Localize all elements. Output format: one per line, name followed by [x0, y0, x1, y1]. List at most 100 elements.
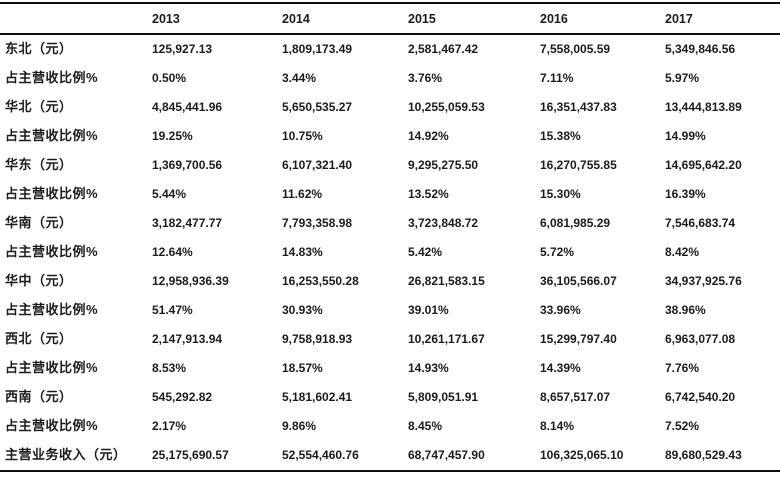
cell-value: 34,937,925.76	[665, 274, 742, 288]
cell-value: 1,369,700.56	[152, 158, 223, 172]
cell-value: 5,650,535.27	[282, 100, 353, 114]
cell-value: 30.93%	[282, 303, 323, 317]
cell-value: 5.44%	[152, 187, 187, 201]
cell-value: 18.57%	[282, 361, 323, 375]
cell-value: 36,105,566.07	[540, 274, 617, 288]
cell-value: 15.38%	[540, 129, 581, 143]
table-row: 华南（元） 3,182,477.77 7,793,358.98 3,723,848.7…	[0, 209, 780, 238]
cell-value: 12,958,936.39	[152, 274, 229, 288]
cell-value: 0.50%	[152, 71, 187, 85]
table-row: 东北（元） 125,927.13 1,809,173.49 2,581,467.42 7…	[0, 34, 780, 64]
row-label: 占主营收比例%	[5, 70, 99, 85]
table-body: 东北（元） 125,927.13 1,809,173.49 2,581,467.42 7…	[0, 34, 780, 472]
cell-value: 5.72%	[540, 245, 575, 259]
row-label: 占主营收比例%	[5, 244, 99, 259]
table-header: 2013 2014 2015 2016 2017	[0, 3, 780, 35]
cell-value: 5.42%	[408, 245, 443, 259]
cell-value: 16.39%	[665, 187, 706, 201]
cell-value: 5,809,051.91	[408, 390, 479, 404]
cell-value: 7.52%	[665, 419, 700, 433]
cell-value: 4,845,441.96	[152, 100, 223, 114]
cell-value: 16,351,437.83	[540, 100, 617, 114]
table-row: 占主营收比例% 0.50% 3.44% 3.76% 7.11% 5.97%	[0, 64, 780, 93]
cell-value: 52,554,460.76	[280, 441, 406, 472]
cell-value: 5,181,602.41	[282, 390, 353, 404]
cell-value: 5,349,846.56	[665, 42, 736, 56]
cell-value: 7,546,683.74	[665, 216, 736, 230]
cell-value: 14.83%	[282, 245, 323, 259]
cell-value: 11.62%	[282, 187, 323, 201]
cell-value: 6,107,321.40	[282, 158, 353, 172]
cell-value: 9.86%	[282, 419, 317, 433]
cell-value: 6,963,077.08	[665, 332, 736, 346]
row-label: 华中（元）	[5, 273, 73, 288]
cell-value: 39.01%	[408, 303, 449, 317]
cell-value: 2,147,913.94	[152, 332, 223, 346]
cell-value: 3,723,848.72	[408, 216, 479, 230]
cell-value: 7.76%	[665, 361, 700, 375]
cell-value: 106,325,065.10	[538, 441, 663, 472]
cell-value: 16,253,550.28	[282, 274, 359, 288]
cell-value: 8.42%	[665, 245, 700, 259]
cell-value: 10.75%	[282, 129, 323, 143]
cell-value: 19.25%	[152, 129, 193, 143]
row-label: 华南（元）	[5, 215, 73, 230]
cell-value: 7.11%	[540, 71, 574, 85]
header-row: 2013 2014 2015 2016 2017	[0, 3, 780, 35]
cell-value: 545,292.82	[152, 390, 213, 404]
cell-value: 13.52%	[408, 187, 449, 201]
cell-value: 8.45%	[408, 419, 443, 433]
cell-value: 1,809,173.49	[282, 42, 353, 56]
cell-value: 15.30%	[540, 187, 581, 201]
row-label: 占主营收比例%	[5, 186, 99, 201]
table-row: 占主营收比例% 8.53% 18.57% 14.93% 14.39% 7.76%	[0, 354, 780, 383]
cell-value: 9,758,918.93	[282, 332, 353, 346]
header-cell-year: 2016	[538, 3, 663, 35]
row-label: 华东（元）	[5, 157, 73, 172]
row-label: 占主营收比例%	[5, 418, 99, 433]
row-label: 占主营收比例%	[5, 128, 99, 143]
table-row: 主营业务收入（元） 25,175,690.57 52,554,460.76 68,74…	[0, 441, 780, 472]
header-cell-year: 2013	[150, 3, 280, 35]
cell-value: 7,793,358.98	[282, 216, 353, 230]
cell-value: 5.97%	[665, 71, 700, 85]
cell-value: 16,270,755.85	[540, 158, 617, 172]
table-row: 占主营收比例% 12.64% 14.83% 5.42% 5.72% 8.42%	[0, 238, 780, 267]
cell-value: 3.44%	[282, 71, 317, 85]
cell-value: 26,821,583.15	[408, 274, 485, 288]
cell-value: 33.96%	[540, 303, 581, 317]
cell-value: 2,581,467.42	[408, 42, 479, 56]
table-row: 西北（元） 2,147,913.94 9,758,918.93 10,261,171.…	[0, 325, 780, 354]
row-label: 占主营收比例%	[5, 302, 99, 317]
cell-value: 51.47%	[152, 303, 193, 317]
cell-value: 8.14%	[540, 419, 575, 433]
cell-value: 2.17%	[152, 419, 187, 433]
table-row: 华北（元） 4,845,441.96 5,650,535.27 10,255,059.…	[0, 93, 780, 122]
cell-value: 125,927.13	[152, 42, 213, 56]
cell-value: 3,182,477.77	[152, 216, 223, 230]
row-label: 西北（元）	[5, 331, 73, 346]
cell-value: 3.76%	[408, 71, 443, 85]
table-row: 占主营收比例% 5.44% 11.62% 13.52% 15.30% 16.39%	[0, 180, 780, 209]
row-label: 占主营收比例%	[5, 360, 99, 375]
cell-value: 13,444,813.89	[665, 100, 742, 114]
cell-value: 7,558,005.59	[540, 42, 611, 56]
cell-value: 6,742,540.20	[665, 390, 736, 404]
regional-revenue-table: 2013 2014 2015 2016 2017 东北（元） 125,927.13 1,80…	[0, 2, 780, 472]
cell-value: 15,299,797.40	[540, 332, 617, 346]
header-cell-year: 2015	[406, 3, 538, 35]
row-label: 东北（元）	[5, 41, 73, 56]
cell-value: 14.92%	[408, 129, 449, 143]
cell-value: 68,747,457.90	[406, 441, 538, 472]
cell-value: 38.96%	[665, 303, 706, 317]
header-cell-label	[0, 3, 150, 35]
cell-value: 14.93%	[408, 361, 449, 375]
cell-value: 8,657,517.07	[540, 390, 611, 404]
row-label: 主营业务收入（元）	[0, 441, 150, 472]
cell-value: 10,255,059.53	[408, 100, 485, 114]
cell-value: 25,175,690.57	[150, 441, 280, 472]
cell-value: 9,295,275.50	[408, 158, 479, 172]
cell-value: 14.39%	[540, 361, 581, 375]
row-label: 西南（元）	[5, 389, 73, 404]
